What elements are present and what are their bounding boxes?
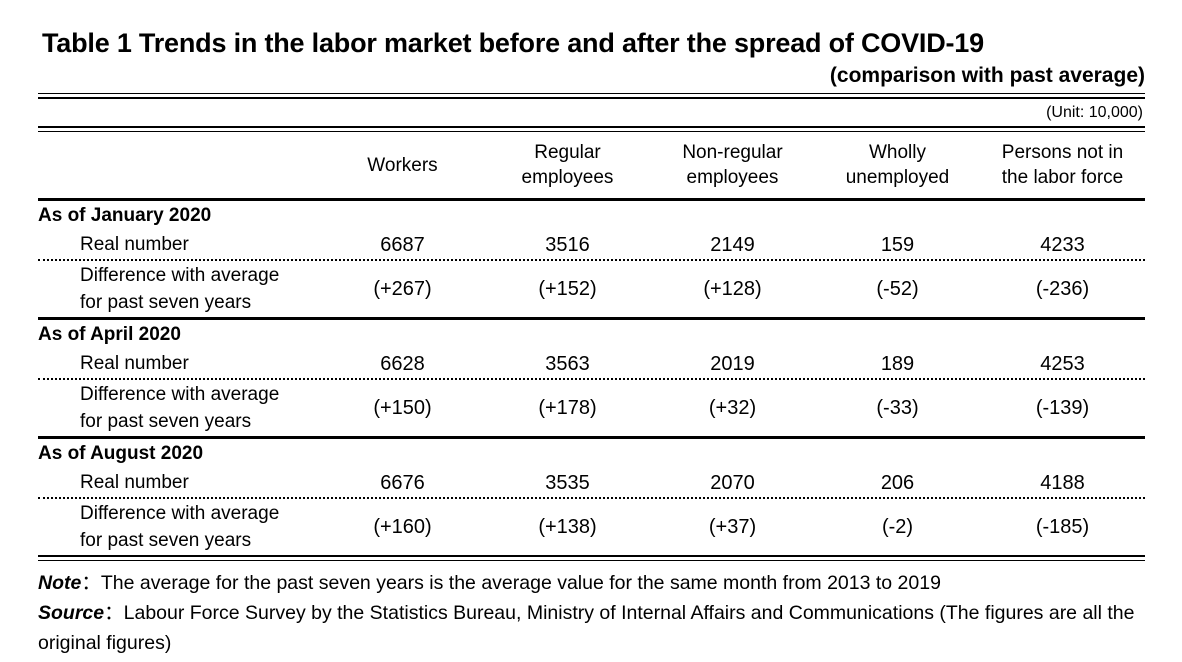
- row-label-real-number: Real number: [80, 234, 189, 255]
- labor-market-table: Workers Regular employees Non-regular em…: [38, 132, 1145, 561]
- column-header-non-regular-employees: Non-regular employees: [682, 142, 783, 188]
- unit-note: (Unit: 10,000): [1046, 104, 1143, 121]
- dotted-divider: [38, 497, 1145, 499]
- value-cell: 4233: [1040, 233, 1085, 256]
- header-rule: [38, 198, 1145, 201]
- page-subtitle: (comparison with past average): [829, 64, 1145, 87]
- section-rule: [38, 436, 1145, 439]
- section-rule: [38, 317, 1145, 320]
- table-header-row: Workers Regular employees Non-regular em…: [38, 132, 1145, 198]
- section-header-january-2020: As of January 2020: [38, 201, 1145, 231]
- value-cell: (-236): [1035, 277, 1090, 300]
- row-label-real-number: Real number: [80, 353, 189, 374]
- section-header-april-2020: As of April 2020: [38, 320, 1145, 350]
- source-line: Source：Labour Force Survey by the Statis…: [38, 598, 1145, 658]
- double-rule-top: [38, 93, 1145, 99]
- row-label-difference: Difference with average for past seven y…: [80, 265, 280, 313]
- value-cell: (-52): [876, 277, 919, 300]
- table-row-difference: Difference with average for past seven y…: [38, 261, 1145, 317]
- value-cell: 206: [880, 471, 915, 494]
- note-label: Note: [38, 572, 82, 594]
- value-cell: 159: [880, 233, 915, 256]
- value-cell: 2019: [710, 352, 755, 375]
- value-cell: (+37): [708, 515, 757, 538]
- double-rule-table-bottom: [38, 555, 1145, 561]
- page-title: Table 1 Trends in the labor market befor…: [42, 28, 984, 58]
- note-line: Note：The average for the past seven year…: [38, 568, 1145, 598]
- table-row-real-number: Real number 6676 3535 2070 206 4188: [38, 469, 1145, 497]
- note-text: The average for the past seven years is …: [100, 572, 941, 594]
- source-separator: ：: [104, 602, 124, 624]
- value-cell: (-185): [1035, 515, 1090, 538]
- value-cell: 6676: [380, 471, 425, 494]
- value-cell: 3535: [545, 471, 590, 494]
- section-label: As of August 2020: [38, 443, 204, 464]
- value-cell: (-139): [1035, 396, 1090, 419]
- section-header-august-2020: As of August 2020: [38, 439, 1145, 469]
- value-cell: 4253: [1040, 352, 1085, 375]
- row-label-difference: Difference with average for past seven y…: [80, 503, 280, 551]
- column-header-wholly-unemployed: Wholly unemployed: [845, 142, 950, 188]
- value-cell: (+150): [373, 396, 432, 419]
- dotted-divider: [38, 259, 1145, 261]
- column-header-persons-not-in-labor-force: Persons not in the labor force: [1001, 142, 1124, 188]
- value-cell: (+178): [538, 396, 597, 419]
- section-label: As of April 2020: [38, 324, 181, 345]
- value-cell: 6628: [380, 352, 425, 375]
- value-cell: 189: [880, 352, 915, 375]
- value-cell: (+267): [373, 277, 432, 300]
- table-row-real-number: Real number 6628 3563 2019 189 4253: [38, 350, 1145, 378]
- value-cell: (+138): [538, 515, 597, 538]
- table-row-difference: Difference with average for past seven y…: [38, 499, 1145, 555]
- value-cell: (+128): [703, 277, 762, 300]
- value-cell: (+32): [708, 396, 757, 419]
- value-cell: 2070: [710, 471, 755, 494]
- value-cell: 3516: [545, 233, 590, 256]
- column-header-regular-employees: Regular employees: [521, 142, 614, 188]
- value-cell: 4188: [1040, 471, 1085, 494]
- source-text: Labour Force Survey by the Statistics Bu…: [38, 602, 1135, 654]
- value-cell: (+160): [373, 515, 432, 538]
- source-label: Source: [38, 602, 105, 624]
- double-rule-table-top: [38, 126, 1145, 132]
- row-label-real-number: Real number: [80, 472, 189, 493]
- section-label: As of January 2020: [38, 205, 212, 226]
- note-separator: ：: [81, 572, 101, 594]
- dotted-divider: [38, 378, 1145, 380]
- table-row-difference: Difference with average for past seven y…: [38, 380, 1145, 436]
- footnotes: Note：The average for the past seven year…: [38, 568, 1145, 658]
- value-cell: 3563: [545, 352, 590, 375]
- value-cell: 6687: [380, 233, 425, 256]
- value-cell: (-33): [876, 396, 919, 419]
- value-cell: 2149: [710, 233, 755, 256]
- value-cell: (-2): [881, 515, 914, 538]
- table-row-real-number: Real number 6687 3516 2149 159 4233: [38, 231, 1145, 259]
- row-label-difference: Difference with average for past seven y…: [80, 384, 280, 432]
- column-header-workers: Workers: [367, 154, 438, 176]
- value-cell: (+152): [538, 277, 597, 300]
